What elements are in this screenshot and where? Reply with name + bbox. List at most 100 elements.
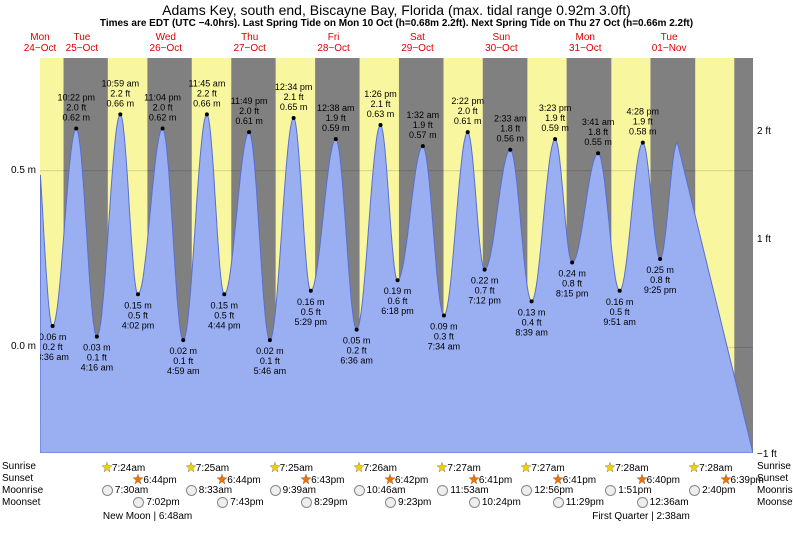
tide-label: 3:36 am: [40, 352, 69, 362]
tide-label: 0.1 ft: [173, 356, 194, 366]
tide-label: 1.9 ft: [545, 113, 566, 123]
star-icon: [186, 462, 196, 472]
moonset-value: 7:02pm: [133, 497, 179, 508]
tide-label: 2.1 ft: [371, 99, 392, 109]
tide-label: 0.02 m: [256, 346, 284, 356]
y-tick-left: 0.5 m: [2, 165, 36, 176]
moon-icon: [133, 497, 144, 508]
star-icon: [605, 462, 615, 472]
sunrise-row-label: Sunrise: [2, 461, 36, 472]
tide-label: 0.57 m: [409, 130, 437, 140]
tide-plot: 0.06 m0.2 ft3:36 am10:22 pm2.0 ft0.62 m0…: [40, 58, 753, 453]
tide-label: 0.56 m: [497, 134, 525, 144]
moon-icon: [437, 485, 448, 496]
moonset-value: 9:23pm: [385, 497, 431, 508]
tide-point: [74, 127, 78, 131]
tide-label: 8:15 pm: [556, 289, 589, 299]
tide-label: 2.0 ft: [153, 103, 174, 113]
tide-point: [355, 328, 359, 332]
tide-point: [247, 130, 251, 134]
tide-label: 0.62 m: [62, 113, 90, 123]
tide-label: 11:04 pm: [144, 93, 181, 103]
star-icon: [437, 462, 447, 472]
moonset-value: 12:36am: [637, 497, 689, 508]
tide-label: 0.05 m: [343, 336, 371, 346]
star-icon: [301, 474, 311, 484]
moonrise-value: 12:56pm: [521, 485, 573, 496]
tide-label: 0.02 m: [169, 346, 197, 356]
tide-label: 0.1 ft: [260, 356, 281, 366]
tide-label: 4:59 am: [167, 366, 200, 376]
moonrise-row-label: Moonrise: [757, 485, 793, 496]
tide-label: 11:45 am: [188, 78, 225, 88]
tide-label: 4:28 pm: [627, 107, 660, 117]
tide-label: 0.2 ft: [347, 346, 368, 356]
tide-point: [136, 292, 140, 296]
tide-label: 2.0 ft: [239, 106, 260, 116]
tide-label: 0.1 ft: [87, 353, 108, 363]
date-axis: Mon24−OctTue25−OctWed26−OctThu27−OctFri2…: [40, 32, 753, 56]
tide-label: 1.9 ft: [633, 117, 654, 127]
tide-point: [222, 292, 226, 296]
moon-phase-new: New Moon | 6:48am: [103, 511, 192, 522]
tide-label: 2.0 ft: [458, 106, 479, 116]
date-label: Wed26−Oct: [146, 32, 186, 54]
star-icon: [270, 462, 280, 472]
moon-icon: [186, 485, 197, 496]
moonset-row-label: Moonset: [757, 497, 793, 508]
moonrise-value: 7:30am: [102, 485, 148, 496]
tide-label: 4:44 pm: [208, 320, 241, 330]
tide-point: [161, 127, 165, 131]
tide-label: 2.1 ft: [284, 92, 305, 102]
tide-label: 4:16 am: [81, 363, 114, 373]
tide-point: [396, 278, 400, 282]
sunrise-row-label: Sunrise: [757, 461, 791, 472]
star-icon: [102, 462, 112, 472]
date-label: Sun30−Oct: [481, 32, 521, 54]
moonrise-row-label: Moonrise: [2, 485, 43, 496]
moon-icon: [605, 485, 616, 496]
tide-point: [421, 144, 425, 148]
tide-label: 0.63 m: [367, 109, 395, 119]
star-icon: [689, 462, 699, 472]
date-label: Thu27−Oct: [230, 32, 270, 54]
tide-label: 0.5 ft: [301, 307, 322, 317]
tide-label: 0.59 m: [541, 123, 569, 133]
tide-label: 0.8 ft: [562, 279, 583, 289]
tide-label: 0.65 m: [280, 102, 308, 112]
tide-label: 10:22 pm: [57, 93, 95, 103]
tide-point: [292, 116, 296, 120]
tide-label: 0.8 ft: [650, 275, 671, 285]
tide-label: 1:26 pm: [364, 89, 397, 99]
moonrise-value: 9:39am: [270, 485, 316, 496]
tide-label: 10:59 am: [102, 78, 140, 88]
tide-label: 0.6 ft: [388, 296, 409, 306]
tide-label: 9:25 pm: [644, 285, 677, 295]
tide-point: [483, 268, 487, 272]
moon-icon: [102, 485, 113, 496]
star-icon: [521, 462, 531, 472]
moon-icon: [385, 497, 396, 508]
y-tick-right: 2 ft: [757, 126, 791, 137]
tide-label: 0.55 m: [584, 137, 612, 147]
star-icon: [553, 474, 563, 484]
moonrise-value: 8:33am: [186, 485, 232, 496]
tide-label: 0.66 m: [107, 98, 135, 108]
star-icon: [354, 462, 364, 472]
tide-label: 1.9 ft: [413, 120, 434, 130]
moonset-value: 10:24pm: [469, 497, 521, 508]
tide-label: 2.2 ft: [197, 88, 218, 98]
star-icon: [637, 474, 647, 484]
tide-label: 3:23 pm: [539, 103, 572, 113]
tide-point: [570, 261, 574, 265]
star-icon: [469, 474, 479, 484]
tide-point: [618, 289, 622, 293]
tide-label: 5:29 pm: [295, 317, 328, 327]
tide-point: [466, 130, 470, 134]
date-label: Mon31−Oct: [565, 32, 605, 54]
moonrise-value: 11:53am: [437, 485, 488, 496]
tide-label: 0.5 ft: [214, 310, 235, 320]
tide-label: 0.5 ft: [128, 310, 149, 320]
tide-point: [658, 257, 662, 261]
moonrise-value: 10:46am: [354, 485, 406, 496]
